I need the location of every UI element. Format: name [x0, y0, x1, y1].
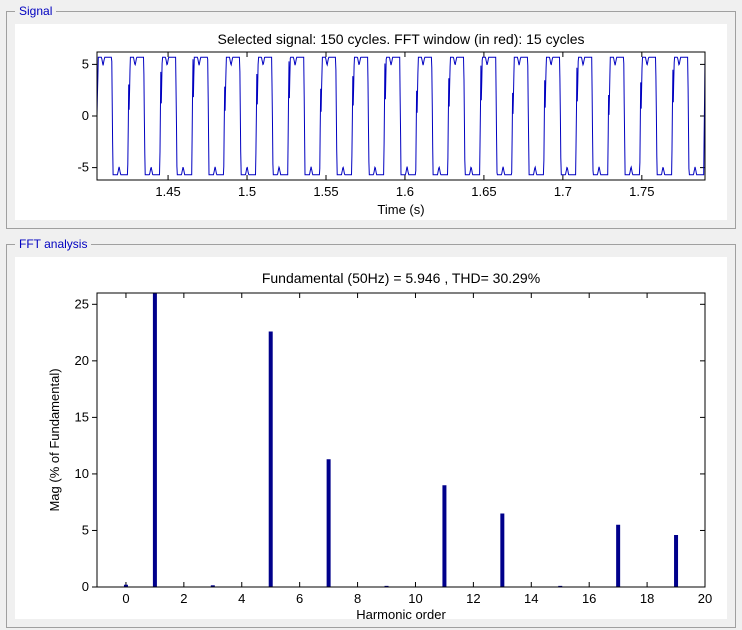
svg-text:Mag (% of Fundamental): Mag (% of Fundamental) — [47, 368, 62, 511]
svg-text:1.55: 1.55 — [313, 184, 338, 199]
svg-text:12: 12 — [466, 591, 480, 606]
fft-fieldset: FFT analysis 0 5 10 15 20 25 0 2 4 6 8 10 12 14 16 18 20… — [6, 237, 736, 628]
svg-text:0: 0 — [82, 579, 89, 594]
svg-text:20: 20 — [698, 591, 712, 606]
signal-legend: Signal — [15, 4, 56, 18]
svg-text:0: 0 — [122, 591, 129, 606]
svg-text:1.7: 1.7 — [554, 184, 572, 199]
signal-fieldset: Signal -5 0 5 1.45 1.5 1.55 1.6 1.65 1.7 1.75 Sele… — [6, 4, 736, 229]
fft-legend: FFT analysis — [15, 237, 91, 251]
svg-text:6: 6 — [296, 591, 303, 606]
svg-text:Selected signal: 150 cycles. F: Selected signal: 150 cycles. FFT window … — [217, 31, 584, 47]
signal-chart: -5 0 5 1.45 1.5 1.55 1.6 1.65 1.7 1.75 Selected si… — [15, 24, 717, 220]
svg-text:1.75: 1.75 — [629, 184, 654, 199]
svg-text:0: 0 — [82, 108, 89, 123]
svg-text:18: 18 — [640, 591, 654, 606]
svg-text:1.6: 1.6 — [396, 184, 414, 199]
svg-text:10: 10 — [75, 466, 89, 481]
svg-text:Time (s): Time (s) — [377, 202, 424, 217]
svg-text:20: 20 — [75, 353, 89, 368]
svg-text:16: 16 — [582, 591, 596, 606]
svg-text:-5: -5 — [77, 160, 89, 175]
fft-chart: 0 5 10 15 20 25 0 2 4 6 8 10 12 14 16 18 20 Fundamental (… — [15, 257, 717, 619]
svg-text:5: 5 — [82, 56, 89, 71]
svg-text:15: 15 — [75, 409, 89, 424]
svg-text:5: 5 — [82, 522, 89, 537]
svg-text:Fundamental (50Hz) = 5.946 , T: Fundamental (50Hz) = 5.946 , THD= 30.29% — [262, 270, 540, 286]
fft-chart-container: 0 5 10 15 20 25 0 2 4 6 8 10 12 14 16 18 20 Fundamental (… — [15, 257, 727, 619]
svg-text:4: 4 — [238, 591, 245, 606]
svg-text:1.45: 1.45 — [155, 184, 180, 199]
svg-text:1.5: 1.5 — [238, 184, 256, 199]
signal-chart-container: -5 0 5 1.45 1.5 1.55 1.6 1.65 1.7 1.75 Selected si… — [15, 24, 727, 220]
svg-text:8: 8 — [354, 591, 361, 606]
svg-text:2: 2 — [180, 591, 187, 606]
svg-text:1.65: 1.65 — [471, 184, 496, 199]
svg-text:Harmonic order: Harmonic order — [356, 607, 446, 619]
svg-text:10: 10 — [408, 591, 422, 606]
svg-text:25: 25 — [75, 296, 89, 311]
svg-text:14: 14 — [524, 591, 538, 606]
